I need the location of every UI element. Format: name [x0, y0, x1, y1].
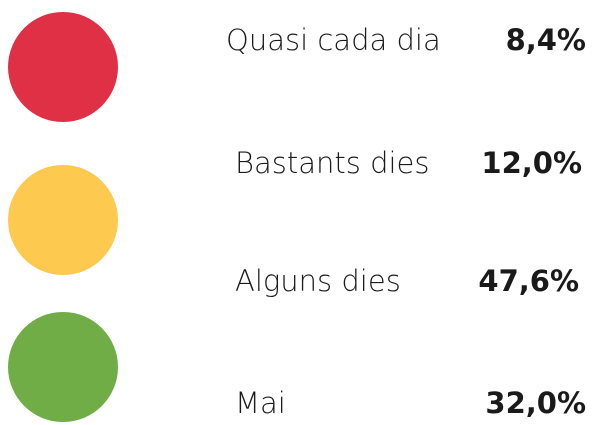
item-value: 8,4%: [506, 23, 586, 57]
item-value: 32,0%: [485, 386, 586, 420]
item-value: 12,0%: [481, 146, 582, 180]
item-label: Mai: [235, 386, 286, 420]
item-label: Alguns dies: [235, 264, 401, 298]
green-circle: [8, 312, 118, 422]
red-circle: [8, 12, 118, 122]
item-label: Quasi cada dia: [226, 23, 441, 57]
item-value: 47,6%: [478, 264, 579, 298]
yellow-circle: [8, 165, 118, 275]
item-label: Bastants dies: [235, 146, 430, 180]
